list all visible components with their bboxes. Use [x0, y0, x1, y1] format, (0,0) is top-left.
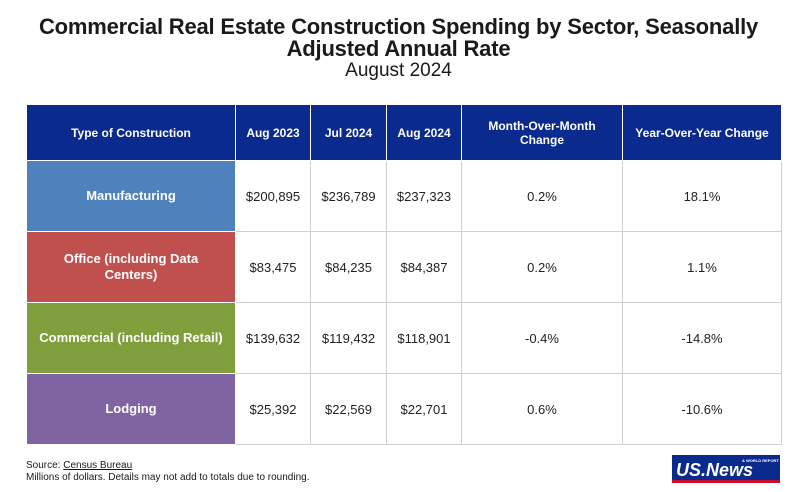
- usnews-logo: US.News & WORLD REPORT: [672, 455, 780, 483]
- mom-change-cell: 0.6%: [461, 373, 623, 445]
- column-header-type: Type of Construction: [26, 104, 236, 161]
- source-link[interactable]: Census Bureau: [63, 460, 133, 471]
- footnote: Source: Census Bureau Millions of dollar…: [26, 460, 310, 484]
- mom-change-cell: 0.2%: [461, 231, 623, 303]
- logo-red-stripe: [672, 480, 780, 483]
- yoy-change-cell: 1.1%: [622, 231, 782, 303]
- mom-change-cell: 0.2%: [461, 160, 623, 232]
- aug-2024-cell: $118,901: [386, 302, 462, 374]
- table-row: Manufacturing $200,895 $236,789 $237,323…: [26, 160, 782, 232]
- chart-header: Commercial Real Estate Construction Spen…: [0, 16, 797, 82]
- mom-change-cell: -0.4%: [461, 302, 623, 374]
- sector-cell: Office (including Data Centers): [26, 231, 236, 303]
- column-header-mom-change: Month-Over-Month Change: [461, 104, 623, 161]
- aug-2024-cell: $237,323: [386, 160, 462, 232]
- aug-2023-cell: $200,895: [235, 160, 311, 232]
- source-prefix: Source:: [26, 460, 64, 471]
- aug-2024-cell: $84,387: [386, 231, 462, 303]
- jul-2024-cell: $119,432: [310, 302, 387, 374]
- sector-cell: Manufacturing: [26, 160, 236, 232]
- column-header-yoy-change: Year-Over-Year Change: [622, 104, 782, 161]
- data-table: Type of Construction Aug 2023 Jul 2024 A…: [26, 104, 782, 445]
- sector-cell: Lodging: [26, 373, 236, 445]
- jul-2024-cell: $236,789: [310, 160, 387, 232]
- aug-2023-cell: $83,475: [235, 231, 311, 303]
- logo-background: [672, 455, 780, 483]
- jul-2024-cell: $84,235: [310, 231, 387, 303]
- source-line: Source: Census Bureau: [26, 460, 310, 472]
- sector-cell: Commercial (including Retail): [26, 302, 236, 374]
- footnote-note: Millions of dollars. Details may not add…: [26, 472, 310, 483]
- yoy-change-cell: -10.6%: [622, 373, 782, 445]
- yoy-change-cell: -14.8%: [622, 302, 782, 374]
- chart-title: Commercial Real Estate Construction Spen…: [38, 14, 759, 61]
- table-row: Commercial (including Retail) $139,632 $…: [26, 302, 782, 374]
- column-header-jul-2024: Jul 2024: [310, 104, 387, 161]
- column-header-aug-2023: Aug 2023: [235, 104, 311, 161]
- table-row: Office (including Data Centers) $83,475 …: [26, 231, 782, 303]
- column-header-aug-2024: Aug 2024: [386, 104, 462, 161]
- jul-2024-cell: $22,569: [310, 373, 387, 445]
- aug-2023-cell: $139,632: [235, 302, 311, 374]
- aug-2023-cell: $25,392: [235, 373, 311, 445]
- logo-tagline: & WORLD REPORT: [742, 458, 779, 463]
- logo-wordmark: US.News: [676, 460, 753, 480]
- table-header-row: Type of Construction Aug 2023 Jul 2024 A…: [26, 104, 782, 161]
- chart-subtitle: August 2024: [345, 60, 452, 81]
- yoy-change-cell: 18.1%: [622, 160, 782, 232]
- table-row: Lodging $25,392 $22,569 $22,701 0.6% -10…: [26, 373, 782, 445]
- aug-2024-cell: $22,701: [386, 373, 462, 445]
